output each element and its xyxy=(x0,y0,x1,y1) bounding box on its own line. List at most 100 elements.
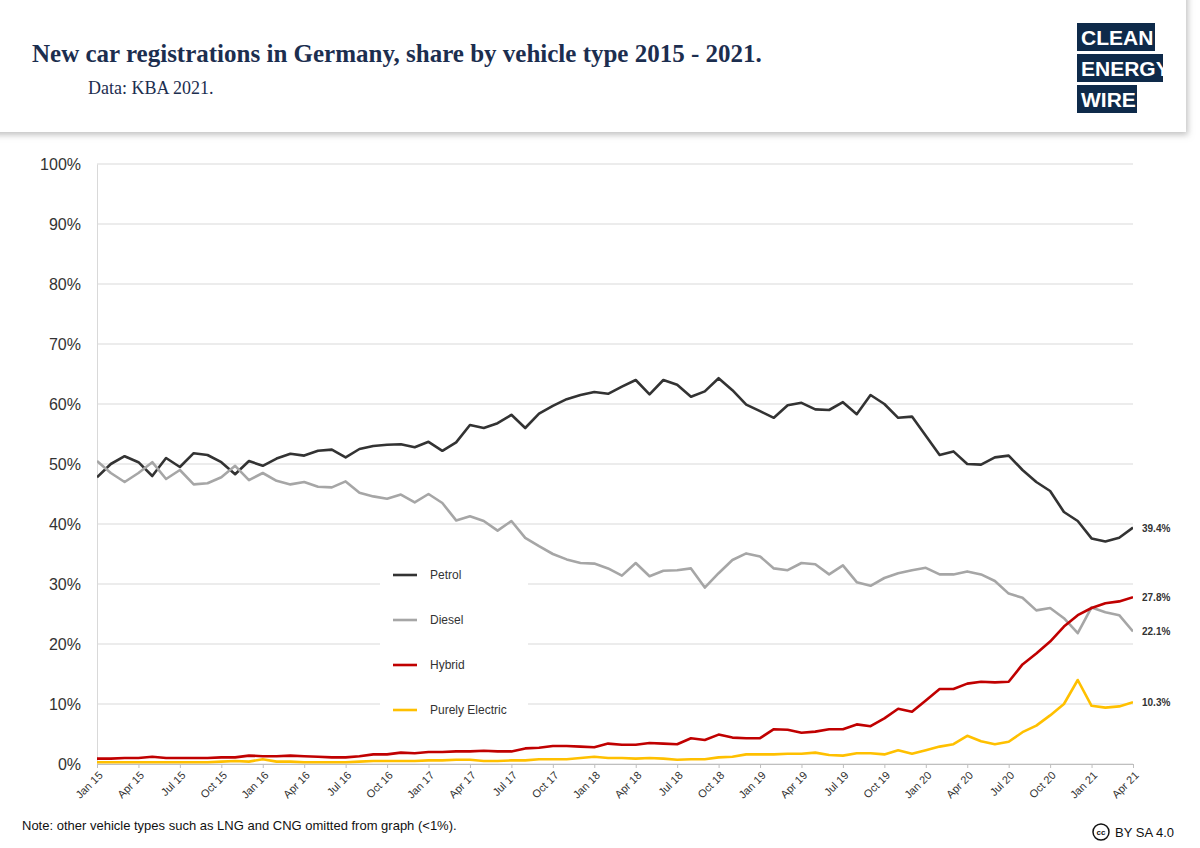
x-tick-mark xyxy=(677,764,678,768)
x-tick-mark xyxy=(553,764,554,768)
y-tick-label: 100% xyxy=(40,156,81,173)
x-tick-mark xyxy=(926,764,927,768)
x-tick-mark xyxy=(967,764,968,768)
x-tick-mark xyxy=(221,764,222,768)
x-tick-mark xyxy=(1050,764,1051,768)
title: New car registrations in Germany, share … xyxy=(32,40,762,67)
y-tick-label: 20% xyxy=(49,636,81,653)
x-tick-label: Oct 20 xyxy=(1027,769,1058,800)
y-tick-label: 0% xyxy=(58,756,81,773)
series-line xyxy=(97,461,1133,633)
y-tick-label: 90% xyxy=(49,216,81,233)
license-icon: cc xyxy=(1097,828,1106,837)
x-tick-mark xyxy=(594,764,595,768)
grid-line xyxy=(97,704,1133,705)
x-tick: Jan 21 xyxy=(1068,764,1100,801)
x-tick-label: Jan 17 xyxy=(405,769,437,801)
x-tick-label: Apr 21 xyxy=(1110,769,1141,800)
x-tick: Jan 17 xyxy=(405,764,437,801)
logo-text: ENERGY xyxy=(1081,57,1170,80)
x-tick: Jul 20 xyxy=(987,764,1016,798)
y-tick: 40% xyxy=(49,516,97,533)
x-tick-label: Oct 16 xyxy=(364,769,395,800)
x-tick: Jan 15 xyxy=(73,764,105,801)
y-tick: 60% xyxy=(49,396,97,413)
x-tick-mark xyxy=(429,764,430,768)
series-line xyxy=(97,597,1133,758)
y-axis: 0% 10% 20% 30% 40% 50% 60% 70% 80% 90% 100% xyxy=(40,156,97,773)
x-tick-label: Apr 15 xyxy=(115,769,146,800)
x-tick: Apr 15 xyxy=(115,764,146,800)
x-tick: Apr 17 xyxy=(446,764,477,800)
y-tick: 100% xyxy=(40,156,97,173)
y-tick: 0% xyxy=(58,756,97,773)
x-tick-mark xyxy=(636,764,637,768)
x-tick: Oct 20 xyxy=(1027,764,1058,800)
x-tick-label: Apr 20 xyxy=(944,769,975,800)
chart: New car registrations in Germany, share … xyxy=(0,0,1200,848)
y-tick-label: 30% xyxy=(49,576,81,593)
subtitle: Data: KBA 2021. xyxy=(88,78,214,98)
x-tick-mark xyxy=(263,764,264,768)
x-tick-mark xyxy=(760,764,761,768)
x-tick: Apr 16 xyxy=(281,764,312,800)
x-tick-label: Jul 19 xyxy=(822,769,851,798)
legend-label: Petrol xyxy=(430,568,461,582)
x-tick-label: Jul 20 xyxy=(987,769,1016,798)
x-tick: Jul 16 xyxy=(324,764,353,798)
x-tick-mark xyxy=(511,764,512,768)
note: Note: other vehicle types such as LNG an… xyxy=(22,818,457,833)
x-tick: Oct 17 xyxy=(529,764,560,800)
x-tick-label: Jan 16 xyxy=(239,769,271,801)
x-tick-label: Oct 17 xyxy=(529,769,560,800)
grid-line xyxy=(97,284,1133,285)
end-label: 39.4% xyxy=(1142,523,1170,534)
x-tick-label: Jul 16 xyxy=(324,769,353,798)
x-axis-line xyxy=(98,765,1134,769)
x-tick: Jul 18 xyxy=(656,764,685,798)
x-tick-label: Jan 21 xyxy=(1068,769,1100,801)
y-tick: 70% xyxy=(49,336,97,353)
x-tick: Jan 18 xyxy=(570,764,602,801)
x-tick-mark xyxy=(801,764,802,768)
x-tick-mark xyxy=(719,764,720,768)
annotations: 39.4%27.8%22.1%10.3% xyxy=(1142,523,1170,709)
logo-block xyxy=(1077,85,1137,113)
y-tick: 50% xyxy=(49,456,97,473)
grid-line xyxy=(97,404,1133,405)
grid-line xyxy=(97,344,1133,345)
x-tick-label: Apr 18 xyxy=(612,769,643,800)
x-tick-mark xyxy=(138,764,139,768)
series-line xyxy=(97,378,1133,541)
y-tick: 80% xyxy=(49,276,97,293)
legend-label: Purely Electric xyxy=(430,703,507,717)
grid-line xyxy=(97,644,1133,645)
end-label: 22.1% xyxy=(1142,626,1170,637)
logo: CLEANENERGYWIRE xyxy=(1077,23,1170,113)
x-tick-mark xyxy=(304,764,305,768)
x-tick: Oct 15 xyxy=(198,764,229,800)
legend-swatch xyxy=(393,574,417,577)
x-tick: Oct 18 xyxy=(695,764,726,800)
x-tick: Jul 19 xyxy=(822,764,851,798)
y-tick: 90% xyxy=(49,216,97,233)
y-tick-label: 80% xyxy=(49,276,81,293)
legend-swatch xyxy=(393,619,417,622)
x-tick-mark xyxy=(1009,764,1010,768)
x-tick-mark xyxy=(843,764,844,768)
grid-line xyxy=(97,224,1133,225)
logo-block xyxy=(1077,23,1155,51)
end-label: 27.8% xyxy=(1142,592,1170,603)
legend-box xyxy=(380,548,528,734)
y-axis-line xyxy=(97,165,98,765)
y-tick-label: 10% xyxy=(49,696,81,713)
x-tick-mark xyxy=(884,764,885,768)
x-axis: Jan 15 Apr 15 Jul 15 Oct 15 Jan 16 Apr 16 Jul … xyxy=(73,764,1141,801)
x-tick: Apr 18 xyxy=(612,764,643,800)
x-tick: Jul 17 xyxy=(490,764,519,798)
x-tick-mark xyxy=(1133,764,1134,768)
lines xyxy=(97,378,1133,762)
x-tick: Jul 15 xyxy=(159,764,188,798)
x-tick: Apr 20 xyxy=(944,764,975,800)
header-box xyxy=(0,0,1186,132)
